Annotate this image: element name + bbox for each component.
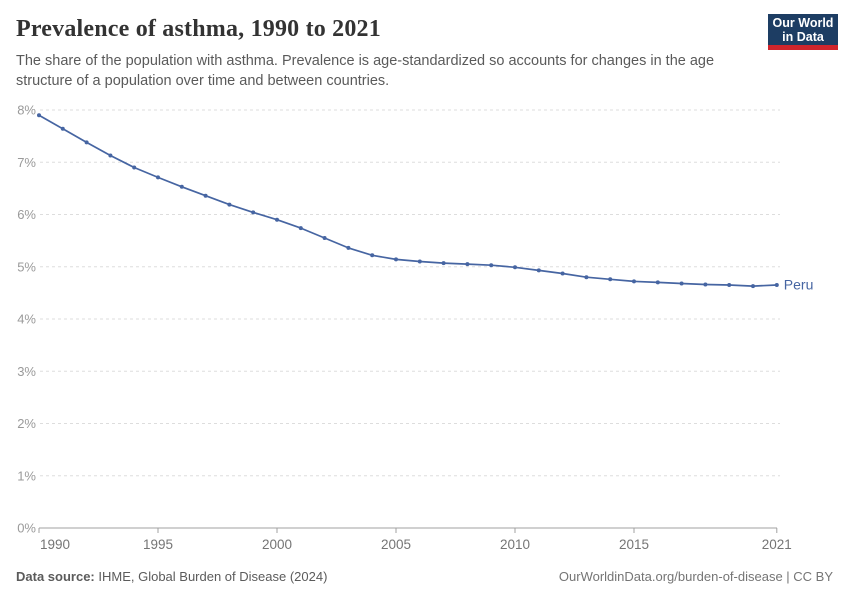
data-point xyxy=(417,259,422,264)
x-tick-label: 2005 xyxy=(381,537,411,552)
x-tick-label: 2021 xyxy=(762,537,792,552)
data-point xyxy=(536,268,541,273)
data-point xyxy=(84,140,89,145)
data-point xyxy=(679,281,684,286)
x-tick-label: 2015 xyxy=(619,537,649,552)
data-source-text: IHME, Global Burden of Disease (2024) xyxy=(94,569,328,584)
data-point xyxy=(275,217,279,222)
series-label[interactable]: Peru xyxy=(784,277,814,293)
chart-title: Prevalence of asthma, 1990 to 2021 xyxy=(16,16,381,42)
data-point xyxy=(441,261,446,266)
data-point xyxy=(60,126,65,131)
data-point xyxy=(132,165,137,170)
y-tick-label: 5% xyxy=(17,259,36,274)
data-point xyxy=(179,184,184,189)
data-point xyxy=(298,226,303,231)
data-point xyxy=(322,236,327,240)
data-point xyxy=(608,277,613,282)
license-link[interactable]: OurWorldinData.org/burden-of-disease | C… xyxy=(558,569,833,584)
y-tick-label: 2% xyxy=(17,416,36,431)
data-point xyxy=(774,283,779,287)
x-tick-label: 1995 xyxy=(143,537,173,552)
x-tick-label: 2010 xyxy=(500,537,530,552)
data-point xyxy=(703,282,708,287)
x-tick-label: 1990 xyxy=(40,537,70,552)
y-tick-label: 3% xyxy=(17,364,36,379)
data-point xyxy=(655,280,660,285)
x-tick-label: 2000 xyxy=(262,537,292,552)
data-point xyxy=(489,263,494,268)
data-point xyxy=(465,262,470,267)
data-point xyxy=(203,193,208,198)
data-point xyxy=(108,153,113,158)
chart-subtitle: The share of the population with asthma.… xyxy=(16,53,715,89)
data-line[interactable] xyxy=(38,114,778,287)
data-point xyxy=(560,271,565,276)
y-tick-label: 7% xyxy=(17,155,36,170)
owid-logo-line1: Our World xyxy=(772,15,834,30)
data-point xyxy=(37,113,41,118)
data-point xyxy=(727,283,732,287)
data-point xyxy=(156,175,160,180)
y-tick-label: 1% xyxy=(17,468,36,483)
data-point xyxy=(751,284,755,289)
data-point xyxy=(632,279,636,284)
y-tick-label: 0% xyxy=(17,521,36,536)
data-point xyxy=(227,202,232,207)
data-point xyxy=(513,265,517,270)
data-point xyxy=(370,253,375,258)
data-point xyxy=(346,245,351,250)
data-source: Data source: IHME, Global Burden of Dise… xyxy=(16,569,327,584)
owid-logo[interactable]: Our World in Data xyxy=(768,14,838,50)
owid-logo-line2: in Data xyxy=(782,29,824,44)
data-source-label: Data source: xyxy=(16,569,95,584)
y-tick-label: 8% xyxy=(17,103,36,118)
data-point xyxy=(251,210,256,215)
data-point xyxy=(394,257,398,262)
y-tick-label: 6% xyxy=(17,207,36,222)
y-tick-label: 4% xyxy=(17,312,36,327)
data-point xyxy=(584,275,589,280)
